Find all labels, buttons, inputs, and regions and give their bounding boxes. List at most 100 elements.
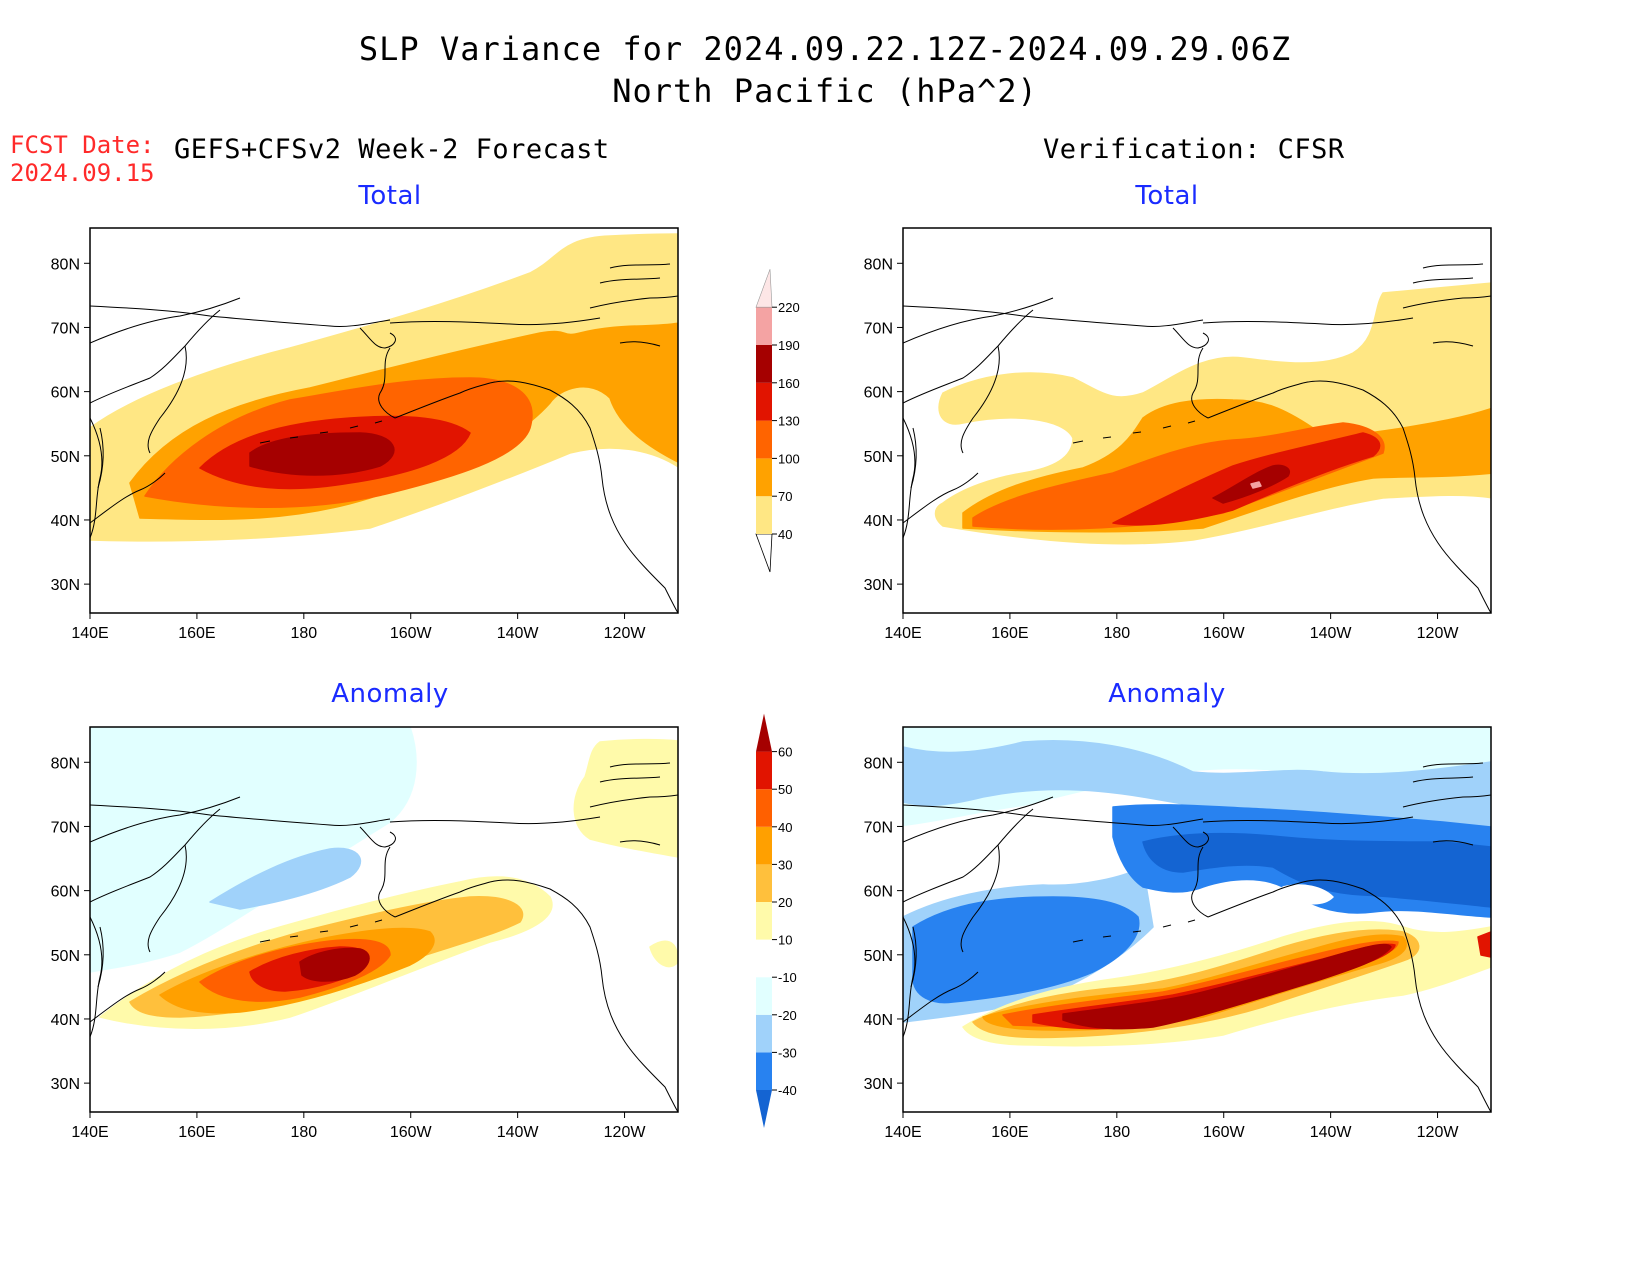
coastline-segment — [619, 341, 661, 347]
coastline-segment — [259, 420, 383, 444]
lat-label: 70N — [864, 320, 893, 337]
colorbar-label: 10 — [778, 933, 792, 948]
coastline-segment — [90, 804, 391, 826]
lon-label: 120W — [1417, 1124, 1460, 1141]
coastline-segment — [90, 796, 241, 843]
coastline — [90, 263, 678, 613]
coastline-segment — [1422, 762, 1484, 768]
lat-label: 30N — [51, 577, 80, 594]
colorbar-swatch — [756, 496, 772, 534]
colorbar-swatch — [756, 751, 772, 790]
map-frame — [89, 726, 679, 1113]
coastline-segment — [1172, 327, 1209, 349]
shading-region — [903, 740, 1491, 828]
lon-label: 160W — [390, 625, 433, 642]
colorbar-label: -20 — [778, 1008, 797, 1023]
coastline-segment — [599, 776, 661, 783]
lat-label: 60N — [51, 884, 80, 901]
lon-label: 140E — [71, 625, 108, 642]
coastline-segment — [489, 380, 678, 613]
forecast-total-shading — [90, 233, 678, 542]
lon-label: 120W — [604, 1124, 647, 1141]
coastline-segment — [1191, 347, 1209, 419]
main-subtitle: North Pacific (hPa^2) — [612, 72, 1038, 110]
coastline-segment — [90, 808, 221, 903]
lon-label: 160E — [991, 1124, 1028, 1141]
colorbar-swatch — [756, 939, 772, 978]
coastline-segment — [389, 816, 601, 825]
map-frame — [902, 726, 1492, 1113]
coastline-segment — [589, 295, 678, 309]
lon-label: 160E — [178, 1124, 215, 1141]
shading-region — [1062, 943, 1392, 1030]
coastline-segment — [903, 417, 916, 539]
colorbar-label: 40 — [778, 527, 792, 542]
colorbar-label: 70 — [778, 489, 792, 504]
coastline-segment — [1432, 341, 1474, 347]
coastline-segment — [903, 808, 1034, 903]
forecast-anomaly-map: 80N 70N 60N 50N 40N 30N 140E 160E 180 160W 140W 120… — [51, 726, 679, 1141]
colorbar-label: -40 — [778, 1083, 797, 1098]
coastline-segment — [147, 844, 187, 953]
coastline-segment — [97, 926, 104, 988]
colorbar-swatch — [756, 902, 772, 940]
coastline-segment — [910, 926, 917, 988]
coastline-segment — [359, 826, 396, 848]
coastline-segment — [903, 472, 979, 524]
lat-label: 40N — [864, 513, 893, 530]
lon-label: 180 — [290, 625, 317, 642]
coastline-segment — [90, 971, 166, 1023]
coastline-segment — [1072, 919, 1196, 943]
coastline-segment — [389, 317, 601, 326]
coastline-segment — [903, 971, 979, 1023]
map-frame — [89, 227, 679, 614]
lat-label: 70N — [51, 819, 80, 836]
coastline-segment — [903, 796, 1054, 843]
colorbar-label: 100 — [778, 451, 800, 466]
lat-label: 40N — [51, 513, 80, 530]
coastline-segment — [1202, 816, 1414, 825]
coastline-segment — [90, 305, 391, 327]
coastline-segment — [259, 919, 383, 943]
lon-label: 140E — [71, 1124, 108, 1141]
colorbar-lower-tail — [756, 1090, 772, 1128]
coastline-segment — [1402, 295, 1491, 309]
colorbar-label: 220 — [778, 300, 800, 315]
lat-label: 60N — [864, 385, 893, 402]
lat-label: 50N — [51, 449, 80, 466]
forecast-date-value: 2024.09.15 — [10, 159, 155, 187]
coastline-segment — [1172, 826, 1209, 848]
coastline-segment — [90, 309, 221, 404]
coastline-segment — [903, 804, 1204, 826]
colorbar-swatch — [756, 864, 772, 902]
coastline-segment — [1302, 380, 1491, 613]
lat-label: 70N — [864, 819, 893, 836]
colorbar-label: 130 — [778, 414, 800, 429]
coastline-segment — [359, 327, 396, 349]
coastline-segment — [1202, 317, 1414, 326]
coastline-segment — [619, 840, 661, 846]
lat-label: 80N — [864, 256, 893, 273]
coastline-segment — [1432, 840, 1474, 846]
colorbar-swatch — [756, 382, 772, 421]
lon-label: 140W — [1310, 625, 1353, 642]
lat-label: 30N — [864, 577, 893, 594]
coastline — [903, 263, 1491, 613]
map-frame — [902, 227, 1492, 614]
verification-total-map: 80N 70N 60N 50N 40N 30N 140E 160E 180 160W 140W 120… — [864, 227, 1492, 642]
panel-title-verification-anomaly: Anomaly — [1108, 679, 1226, 709]
coastline-segment — [90, 297, 241, 344]
lat-label: 60N — [864, 884, 893, 901]
lat-label: 50N — [864, 948, 893, 965]
colorbar-swatch — [756, 789, 772, 827]
coastline-segment — [1072, 420, 1196, 444]
lon-label: 160W — [1203, 1124, 1246, 1141]
lon-label: 160E — [178, 625, 215, 642]
colorbar-lower-tail — [755, 533, 773, 573]
lat-label: 80N — [51, 755, 80, 772]
colorbar-swatch — [756, 458, 772, 497]
lat-label: 50N — [51, 948, 80, 965]
coastline-segment — [1402, 794, 1491, 808]
forecast-anomaly-shading — [90, 727, 678, 1029]
